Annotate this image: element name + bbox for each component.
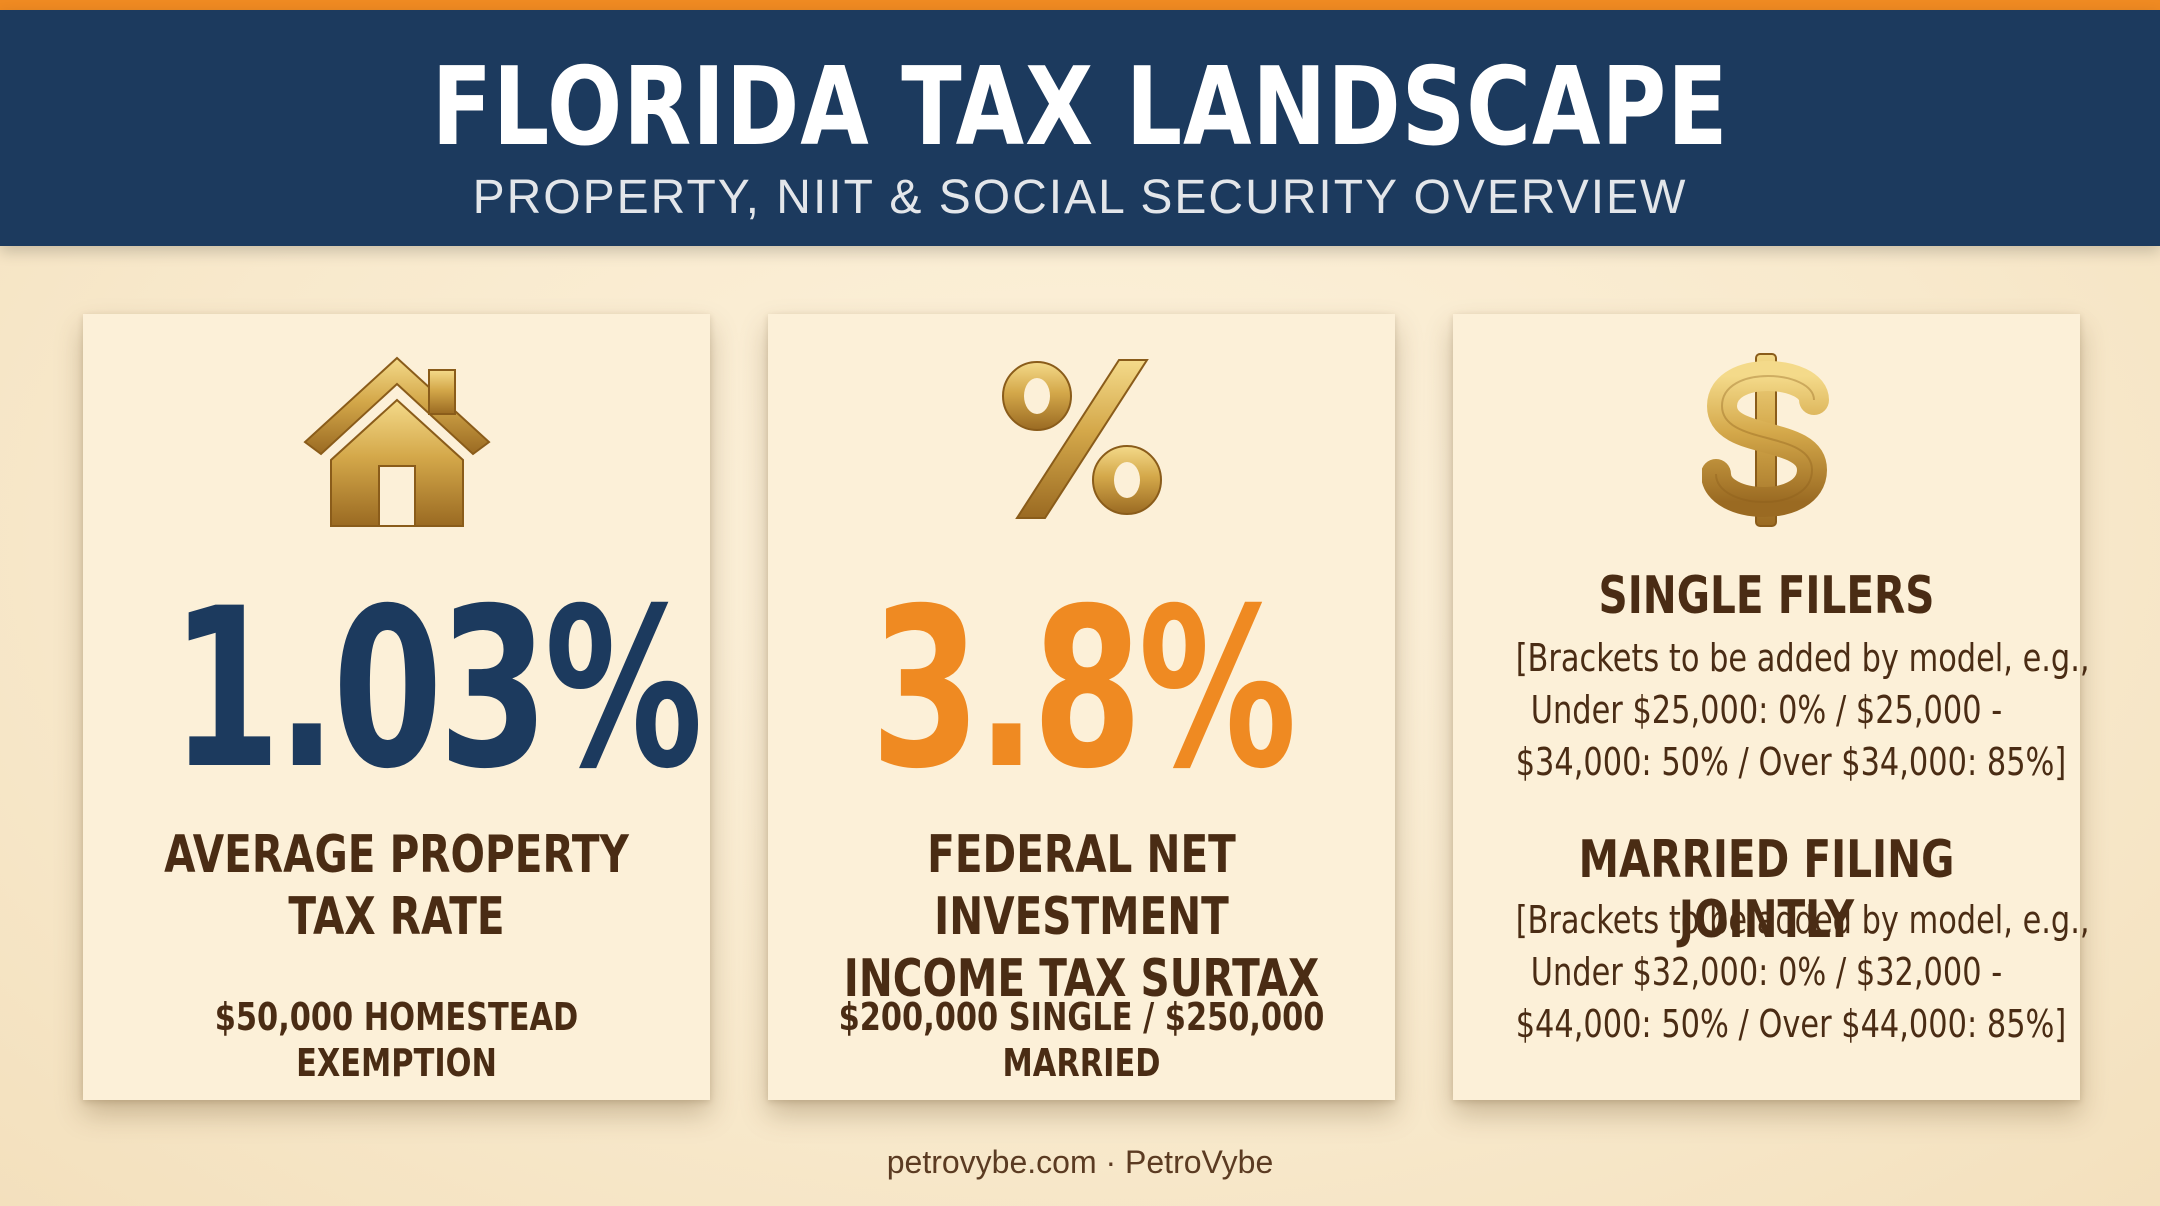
page-subtitle: PROPERTY, NIIT & SOCIAL SECURITY OVERVIE… bbox=[472, 171, 1688, 224]
footer-credit: petrovybe.com · PetroVybe bbox=[886, 1144, 1274, 1180]
property-tax-card: 1.03% AVERAGE PROPERTY TAX RATE $50,000 … bbox=[83, 314, 710, 1100]
niit-rate: 3.8% bbox=[870, 561, 1296, 817]
percent-icon bbox=[768, 354, 1395, 524]
single-filers-brackets: [Brackets to be added by model, e.g., Un… bbox=[1515, 636, 2090, 784]
house-icon bbox=[83, 350, 710, 530]
single-filers-heading: SINGLE FILERS bbox=[1598, 566, 1935, 626]
homestead-exemption: $50,000 HOMESTEAD EXEMPTION bbox=[214, 995, 579, 1085]
property-tax-label: AVERAGE PROPERTY TAX RATE bbox=[164, 825, 629, 947]
dollar-icon bbox=[1453, 350, 2080, 530]
header-banner: FLORIDA TAX LANDSCAPE PROPERTY, NIIT & S… bbox=[0, 10, 2160, 246]
married-filing-jointly-brackets: [Brackets to be added by model, e.g., Un… bbox=[1515, 898, 2090, 1046]
niit-label: FEDERAL NET INVESTMENT INCOME TAX SURTAX bbox=[843, 825, 1320, 1009]
top-accent-bar bbox=[0, 0, 2160, 10]
niit-thresholds: $200,000 SINGLE / $250,000 MARRIED bbox=[838, 995, 1325, 1085]
niit-card: 3.8% FEDERAL NET INVESTMENT INCOME TAX S… bbox=[768, 314, 1395, 1100]
married-filing-jointly-heading: MARRIED FILING JOINTLY bbox=[1578, 830, 1955, 950]
property-tax-rate: 1.03% bbox=[170, 561, 703, 817]
social-security-card: SINGLE FILERS [Brackets to be added by m… bbox=[1453, 314, 2090, 1100]
page-title: FLORIDA TAX LANDSCAPE bbox=[431, 45, 1729, 170]
